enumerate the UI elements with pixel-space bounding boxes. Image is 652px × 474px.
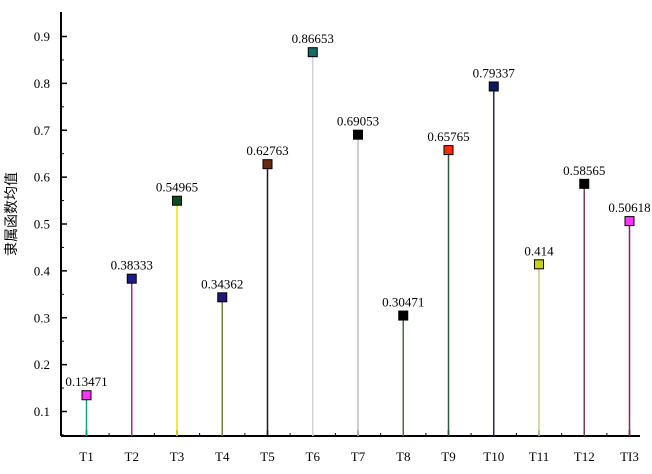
data-label: 0.58565 <box>563 163 605 178</box>
y-tick-label: 0.9 <box>34 29 50 44</box>
x-tick-label: T3 <box>170 449 184 464</box>
x-tick-label: T9 <box>441 449 455 464</box>
x-tick-label: TI3 <box>620 449 639 464</box>
data-point-marker <box>534 259 544 270</box>
data-label: 0.65765 <box>427 129 469 144</box>
x-tick-label: T6 <box>306 449 321 464</box>
data-label: 0.34362 <box>201 276 243 291</box>
data-point-marker <box>624 216 635 227</box>
x-tick-label: T4 <box>215 449 230 464</box>
data-label: 0.69053 <box>337 114 379 129</box>
x-tick-label: T7 <box>351 449 366 464</box>
data-point-marker <box>217 292 228 303</box>
y-axis-title: 隶属函数均值 <box>4 172 20 256</box>
data-label: 0.414 <box>524 243 554 258</box>
y-tick-label: 0.7 <box>34 123 51 138</box>
x-tick-label: T5 <box>260 449 274 464</box>
data-label: 0.13471 <box>65 374 107 389</box>
y-tick-label: 0.4 <box>34 263 51 278</box>
data-point-marker <box>443 145 454 156</box>
data-label: 0.30471 <box>382 295 424 310</box>
data-label: 0.38333 <box>111 258 153 273</box>
data-label: 0.79337 <box>473 65 516 80</box>
y-tick-label: 0.3 <box>34 310 50 325</box>
data-point-marker <box>398 310 409 321</box>
data-point-marker <box>81 390 92 401</box>
x-tick-label: T2 <box>125 449 139 464</box>
data-labels: 0.13471 0.38333 0.54965 0.34362 0.62763 0.866… <box>65 31 650 389</box>
data-label: 0.54965 <box>156 180 198 195</box>
x-tick-label: T1 <box>79 449 93 464</box>
data-point-marker <box>126 273 137 284</box>
data-point-marker <box>172 195 182 206</box>
data-label: 0.86653 <box>292 31 334 46</box>
x-tick-label: T11 <box>529 449 549 464</box>
data-point-marker <box>307 47 318 58</box>
data-point-marker <box>579 178 590 189</box>
x-tick-label: T12 <box>574 449 595 464</box>
y-tick-label: 0.6 <box>34 170 51 185</box>
axes: 0.1 0.2 0.3 0.4 0.5 0.6 0.7 0.8 0.9 T1 T2 T3 T4 T5 T6 T… <box>34 12 640 464</box>
y-tick-label: 0.5 <box>34 217 50 232</box>
y-tick-label: 0.1 <box>34 404 50 419</box>
x-tick-label: T8 <box>396 449 410 464</box>
data-point-marker <box>488 81 499 92</box>
data-label: 0.62763 <box>246 143 288 158</box>
stems <box>85 52 631 436</box>
markers <box>81 47 635 401</box>
y-tick-label: 0.8 <box>34 76 50 91</box>
data-label: 0.50618 <box>608 200 650 215</box>
data-point-marker <box>262 159 273 170</box>
y-tick-label: 0.2 <box>34 357 50 372</box>
x-tick-label: T10 <box>483 449 504 464</box>
data-point-marker <box>353 129 363 140</box>
